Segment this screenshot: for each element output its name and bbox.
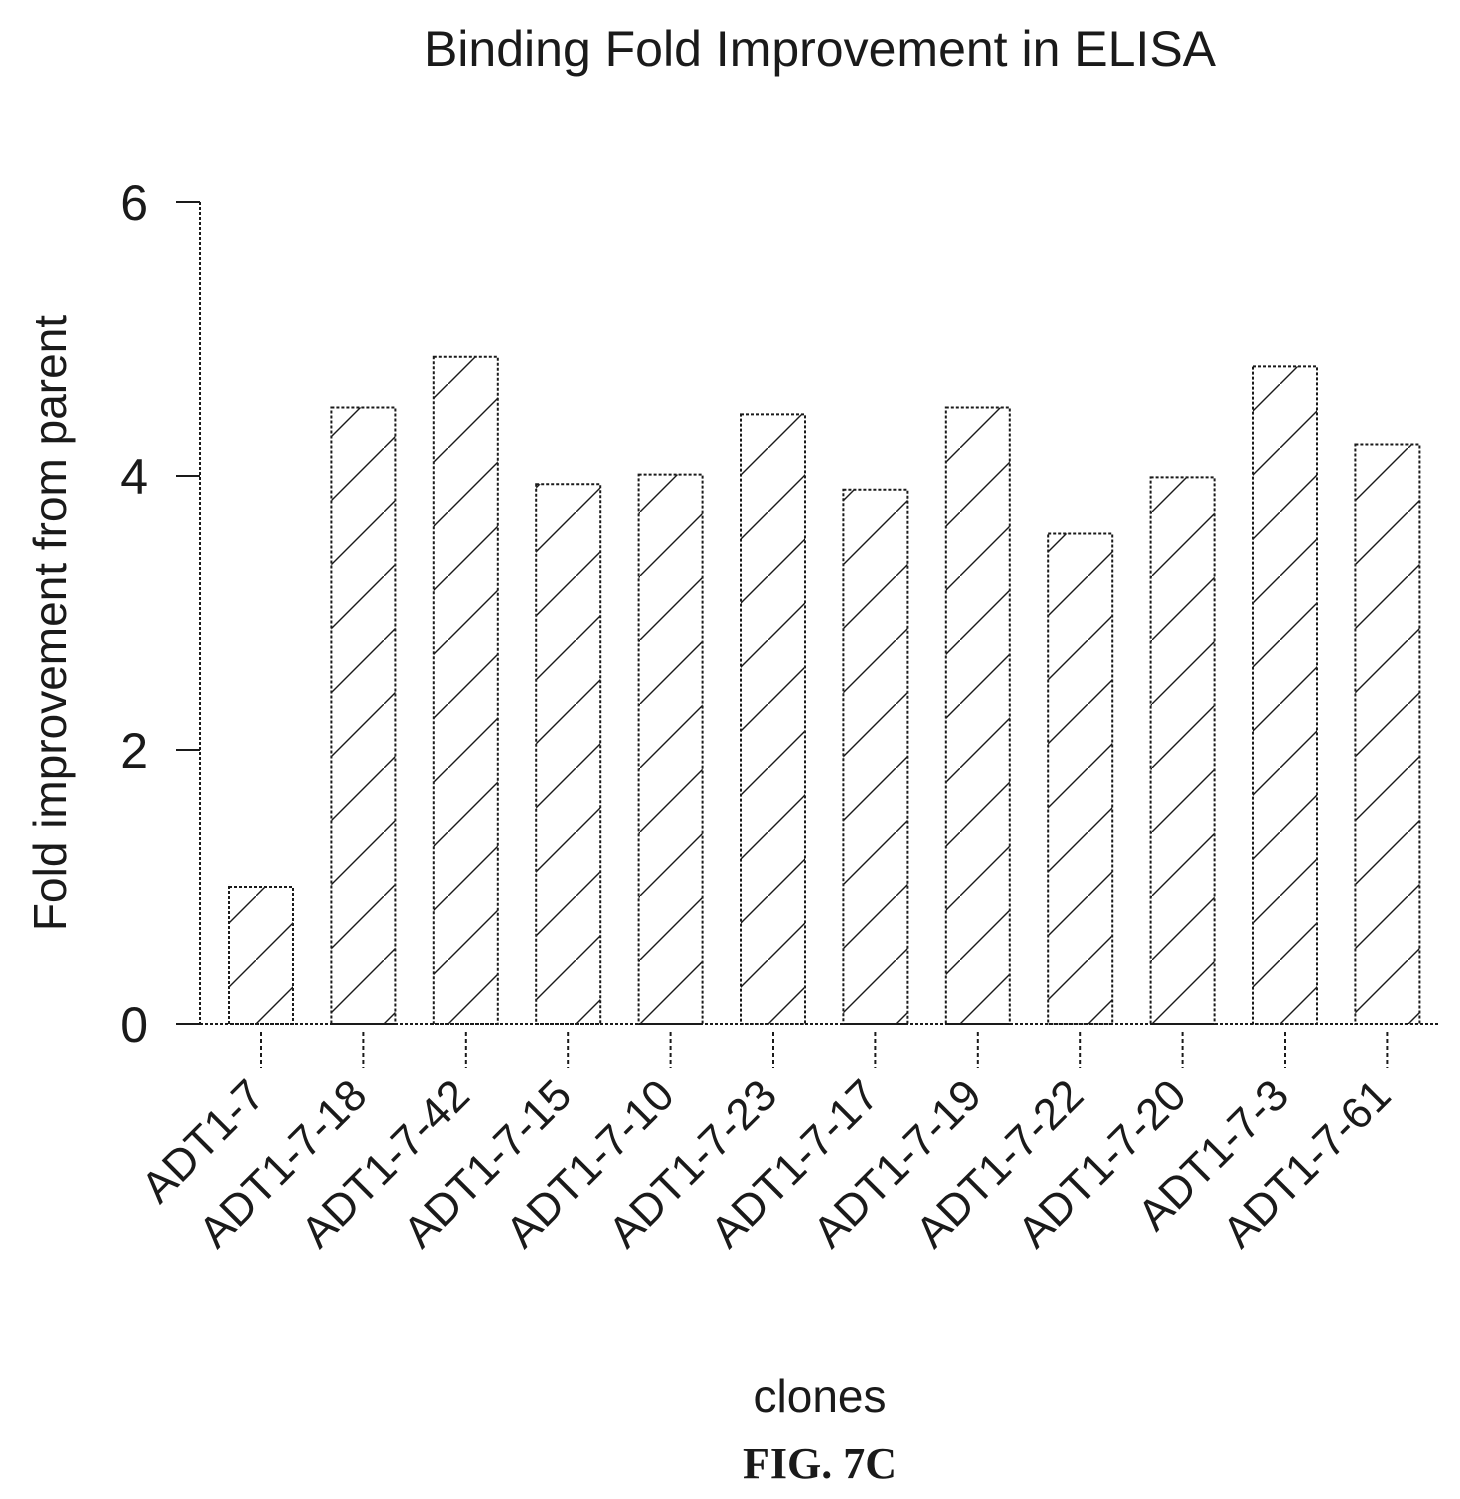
plot-area: 0246ADT1-7ADT1-7-18ADT1-7-42ADT1-7-15ADT… xyxy=(120,175,1438,1257)
bar xyxy=(330,406,397,1025)
bar xyxy=(1252,365,1318,1025)
y-tick-label: 0 xyxy=(120,997,148,1053)
bar xyxy=(432,355,499,1025)
bar xyxy=(1354,443,1421,1025)
x-axis-label: clones xyxy=(754,1370,887,1422)
bar xyxy=(740,413,806,1026)
chart-title: Binding Fold Improvement in ELISA xyxy=(424,21,1217,77)
y-axis-label: Fold improvement from parent xyxy=(24,315,76,931)
bar xyxy=(1047,532,1114,1025)
bar xyxy=(637,473,704,1025)
y-tick-label: 2 xyxy=(120,723,148,779)
bar xyxy=(228,886,294,1025)
bar xyxy=(535,483,602,1026)
bar xyxy=(1149,476,1216,1025)
y-tick-label: 6 xyxy=(120,175,148,231)
bar xyxy=(842,488,909,1025)
figure-label: FIG. 7C xyxy=(743,1439,897,1488)
y-tick-label: 4 xyxy=(120,449,148,505)
bar xyxy=(944,406,1011,1025)
